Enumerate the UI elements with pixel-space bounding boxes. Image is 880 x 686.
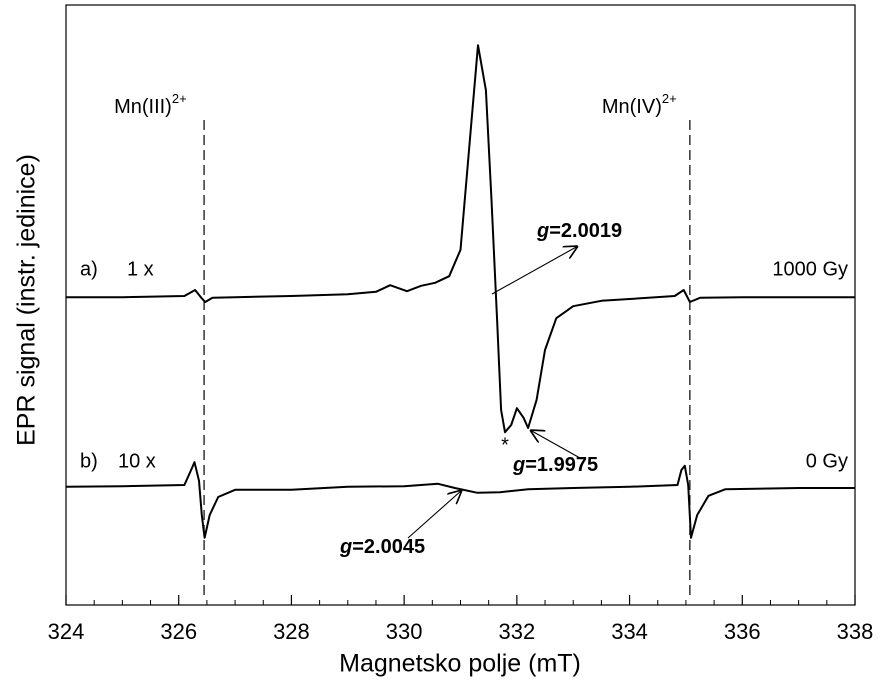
line-series xyxy=(65,461,855,539)
series-factor: 1 x xyxy=(127,258,154,280)
g-value: =2.0045 xyxy=(352,536,425,558)
series-label: b) xyxy=(80,450,98,472)
x-tick-label: 338 xyxy=(837,619,874,644)
x-tick-label: 336 xyxy=(724,619,761,644)
g-symbol: g xyxy=(536,220,549,242)
g-symbol: g xyxy=(512,454,525,476)
x-tick-label: 326 xyxy=(160,619,197,644)
x-tick-label: 328 xyxy=(273,619,310,644)
x-tick-label: 330 xyxy=(386,619,423,644)
x-tick-label: 332 xyxy=(498,619,535,644)
x-axis-label: Magnetsko polje (mT) xyxy=(339,650,581,678)
annotation: * xyxy=(501,434,509,456)
reference-label-superscript: 2+ xyxy=(172,91,187,106)
annotation-arrow xyxy=(407,490,462,539)
reference-label-superscript: 2+ xyxy=(662,91,677,106)
y-axis-label: EPR signal (instr. jedinice) xyxy=(13,154,41,446)
g-symbol: g xyxy=(339,536,352,558)
g-value: =2.0019 xyxy=(549,220,622,242)
reference-label: Mn(III)2+ xyxy=(114,91,187,118)
g-annotation: g=2.0019 xyxy=(536,220,622,242)
reference-label-text: Mn(III) xyxy=(114,96,172,118)
annotation-arrow xyxy=(491,246,578,295)
series-label: a) xyxy=(80,258,98,280)
annotation-arrow xyxy=(530,430,581,459)
g-annotation: g=1.9975 xyxy=(512,454,598,476)
line-series xyxy=(66,44,855,434)
x-tick-label: 324 xyxy=(48,619,85,644)
g-value: =1.9975 xyxy=(525,454,598,476)
series-dose: 1000 Gy xyxy=(772,258,848,280)
reference-label: Mn(IV)2+ xyxy=(602,91,677,118)
x-tick-label: 334 xyxy=(611,619,648,644)
g-annotation: g=2.0045 xyxy=(339,536,425,558)
series-dose: 0 Gy xyxy=(806,450,848,472)
reference-label-text: Mn(IV) xyxy=(602,96,662,118)
series-factor: 10 x xyxy=(118,450,156,472)
